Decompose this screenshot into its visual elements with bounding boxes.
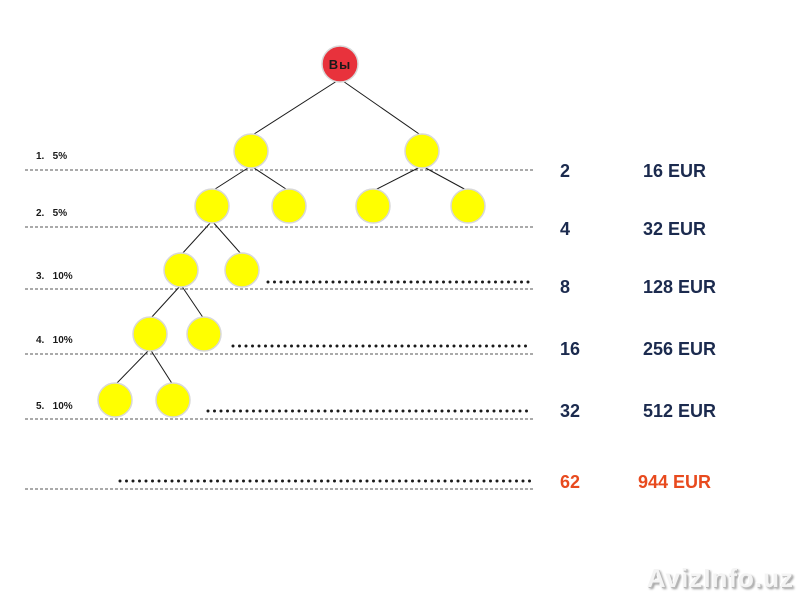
member-node (163, 252, 199, 288)
level-3-amount: 128 EUR (643, 277, 717, 297)
member-node (132, 316, 168, 352)
level-4-label: 4. 10% (36, 335, 73, 346)
tree-link (339, 78, 423, 137)
level-5-count: 32 (560, 401, 581, 421)
member-node (355, 188, 391, 224)
tree-link (421, 165, 469, 192)
member-node (224, 252, 260, 288)
tree-link (250, 78, 341, 137)
tree-link (149, 348, 174, 386)
tree-link (211, 220, 243, 256)
level-2-amount: 32 EUR (643, 219, 707, 239)
member-node (186, 316, 222, 352)
total-count: 62 (560, 472, 581, 492)
tree-link (180, 284, 205, 320)
tree-link (211, 165, 252, 192)
level-4-amount: 256 EUR (643, 339, 717, 359)
total-amount: 944 EUR (638, 472, 712, 492)
root-node-label: Вы (329, 57, 352, 72)
tree-link (372, 165, 423, 192)
tree-link (250, 165, 290, 192)
tree-link (180, 220, 213, 256)
level-1-label: 1. 5% (36, 151, 68, 162)
level-3-label: 3. 10% (36, 271, 73, 282)
member-node (155, 382, 191, 418)
member-node (194, 188, 230, 224)
level-4-count: 16 (560, 339, 581, 359)
root-node (321, 45, 359, 83)
level-1-amount: 16 EUR (643, 161, 707, 181)
level-5-amount: 512 EUR (643, 401, 717, 421)
member-node (450, 188, 486, 224)
tree-link (149, 284, 182, 320)
watermark-logo: AvizInfo.uz (646, 563, 794, 593)
member-node (233, 133, 269, 169)
member-node (97, 382, 133, 418)
level-3-count: 8 (560, 277, 571, 297)
member-node (271, 188, 307, 224)
level-2-label: 2. 5% (36, 208, 68, 219)
tree-link (114, 348, 151, 386)
level-2-count: 4 (560, 219, 571, 239)
member-node (404, 133, 440, 169)
level-5-label: 5. 10% (36, 401, 73, 412)
level-1-count: 2 (560, 161, 571, 181)
